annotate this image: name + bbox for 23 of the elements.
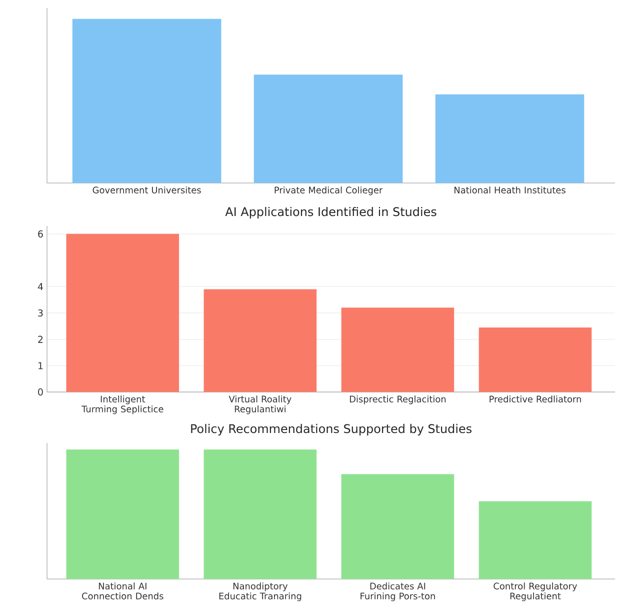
x-tick-label: Nanodiptory Educatic Tranaring (219, 582, 302, 602)
y-tick-label: 6 (38, 230, 43, 238)
y-tick-label: 4 (38, 283, 43, 290)
bar (478, 327, 592, 392)
x-tick-label: Private Medical Colieger (274, 186, 383, 196)
x-tick-label: Virtual Roality Regulantiwi (228, 396, 292, 414)
y-tick-label: 1 (38, 362, 43, 370)
x-tick-label: National AI Connection Dends (82, 582, 164, 600)
bar (204, 289, 317, 392)
bar (341, 308, 454, 392)
bar (66, 234, 180, 392)
x-tick-label: National Heath Institutes (454, 186, 566, 194)
x-tick-label: Predictive Redliatorn (490, 396, 581, 402)
x-tick-label: Disprectic Reglacition (350, 396, 446, 404)
x-tick-label: Government Universites (92, 186, 201, 194)
x-tick-label: Dedicates AI Furining Pors-ton (360, 582, 435, 602)
x-tick-label: Intelligent Turming Seplictice (82, 396, 164, 414)
y-tick-label: 2 (38, 336, 43, 343)
chart-title: AI Applications Identified in Studies (225, 206, 436, 219)
y-tick-label: 3 (38, 309, 43, 317)
y-tick-label: 0 (38, 388, 43, 396)
x-tick-label: Control Regulatory Regulatient (494, 582, 578, 602)
chart-title: Policy Recommendations Supported by Studies (191, 424, 472, 436)
